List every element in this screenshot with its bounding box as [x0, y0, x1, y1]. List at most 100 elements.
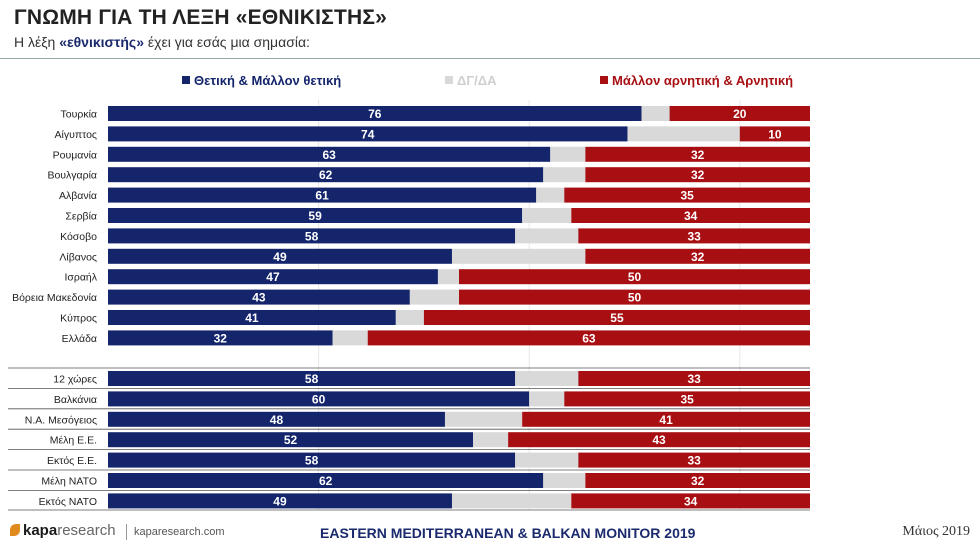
value-label-positive: 62: [319, 168, 333, 182]
value-label-negative: 35: [680, 392, 694, 406]
value-label-positive: 58: [305, 454, 319, 468]
bar-negative: [423, 310, 810, 325]
bar-positive: [108, 432, 474, 448]
bar-neutral: [437, 269, 459, 285]
row-label: Εκτός Ε.Ε.: [47, 455, 97, 467]
bar-negative: [459, 289, 810, 305]
subtitle-keyword: «εθνικιστής»: [59, 34, 145, 50]
bar-neutral: [451, 248, 586, 264]
bar-neutral: [641, 106, 670, 121]
bar-negative: [571, 208, 810, 223]
row-label: Κύπρος: [60, 313, 97, 325]
page-subtitle: Η λέξη «εθνικιστής» έχει για εσάς μια ση…: [14, 34, 310, 50]
value-label-positive: 63: [322, 148, 336, 162]
bar-neutral: [444, 411, 523, 427]
row-label: Κόσοβο: [60, 231, 97, 243]
value-label-negative: 10: [768, 127, 782, 141]
bar-positive: [108, 493, 452, 509]
row-label: Ελλάδα: [62, 333, 97, 345]
bar-negative: [585, 167, 810, 183]
bar-neutral: [543, 473, 586, 488]
bar-neutral: [529, 391, 565, 407]
row-label: 12 χώρες: [53, 374, 97, 386]
bar-positive: [108, 167, 544, 183]
subtitle-suffix: έχει για εσάς μια σημασία:: [144, 34, 310, 50]
value-label-positive: 47: [266, 270, 280, 284]
value-label-negative: 33: [687, 372, 701, 386]
row-label: Μέλη Ε.Ε.: [50, 435, 97, 447]
bar-neutral: [473, 432, 509, 448]
footer: kaparesearch kaparesearch.com EASTERN ME…: [0, 518, 980, 550]
value-label-negative: 55: [610, 311, 624, 325]
value-label-negative: 33: [687, 454, 701, 468]
value-label-negative: 35: [680, 189, 694, 203]
legend-swatch: [182, 76, 190, 84]
stacked-bar-chart: Θετική & Μάλλον θετική ΔΓ/ΔΑ Μάλλον αρνητι…: [8, 73, 810, 511]
bar-neutral: [543, 167, 586, 183]
bar-positive: [108, 248, 452, 264]
row-label: Βόρεια Μακεδονία: [12, 292, 97, 304]
value-label-positive: 58: [305, 229, 319, 243]
value-label-negative: 50: [628, 270, 642, 284]
bar-positive: [108, 208, 523, 223]
footer-website: kaparesearch.com: [134, 526, 225, 538]
bar-neutral: [515, 371, 579, 386]
value-label-positive: 43: [252, 291, 266, 305]
value-label-negative: 32: [691, 148, 705, 162]
value-label-positive: 61: [315, 189, 329, 203]
bar-negative: [578, 371, 810, 386]
bar-neutral: [395, 310, 424, 325]
row-label: Μέλη ΝΑΤΟ: [41, 476, 97, 488]
value-label-negative: 63: [582, 331, 596, 345]
subtitle-prefix: Η λέξη: [14, 34, 60, 50]
bar-neutral: [627, 126, 740, 142]
bar-negative: [578, 228, 810, 244]
bar-negative: [669, 106, 810, 121]
row-label: Ισραήλ: [64, 272, 97, 284]
bar-positive: [108, 126, 628, 142]
value-label-positive: 32: [214, 331, 228, 345]
value-label-negative: 32: [691, 474, 705, 488]
legend-swatch: [600, 76, 608, 84]
bar-neutral: [332, 330, 368, 346]
bar-positive: [108, 310, 396, 325]
bar-neutral: [451, 493, 572, 509]
legend-swatch: [445, 76, 453, 84]
bar-positive: [108, 452, 516, 468]
bar-neutral: [515, 228, 579, 244]
bar-negative: [508, 432, 810, 448]
bar-negative: [564, 391, 810, 407]
value-label-positive: 52: [284, 433, 298, 447]
value-label-negative: 43: [652, 433, 666, 447]
value-label-positive: 41: [245, 311, 259, 325]
bar-negative: [578, 452, 810, 468]
footer-report-name: EASTERN MEDITERRANEAN & BALKAN MONITOR 2…: [320, 525, 696, 541]
bar-positive: [108, 411, 445, 427]
legend-label: Θετική & Μάλλον θετική: [194, 73, 341, 88]
bar-neutral: [536, 187, 565, 203]
legend-label: Μάλλον αρνητική & Αρνητική: [612, 73, 793, 88]
row-label: Βαλκάνια: [54, 394, 97, 406]
row-label: Αλβανία: [59, 190, 97, 202]
value-label-positive: 48: [270, 413, 284, 427]
value-label-positive: 62: [319, 474, 333, 488]
value-label-negative: 32: [691, 250, 705, 264]
logo-icon: [10, 524, 20, 536]
brand-logo: kaparesearch: [10, 522, 116, 539]
bar-positive: [108, 289, 410, 305]
bar-positive: [108, 330, 333, 346]
value-label-negative: 20: [733, 107, 747, 121]
bar-positive: [108, 228, 516, 244]
value-label-negative: 50: [628, 291, 642, 305]
row-label: Εκτός ΝΑΤΟ: [39, 496, 97, 508]
value-label-negative: 33: [687, 229, 701, 243]
footer-separator: [126, 524, 127, 540]
bar-negative: [367, 330, 810, 346]
bar-negative: [739, 126, 810, 142]
row-label: Τουρκία: [61, 109, 97, 121]
row-label: Σερβία: [65, 211, 97, 223]
bar-negative: [571, 493, 810, 509]
bar-neutral: [515, 452, 579, 468]
row-label: Λίβανος: [59, 251, 97, 263]
logo-text-kapa: kapa: [23, 522, 58, 539]
